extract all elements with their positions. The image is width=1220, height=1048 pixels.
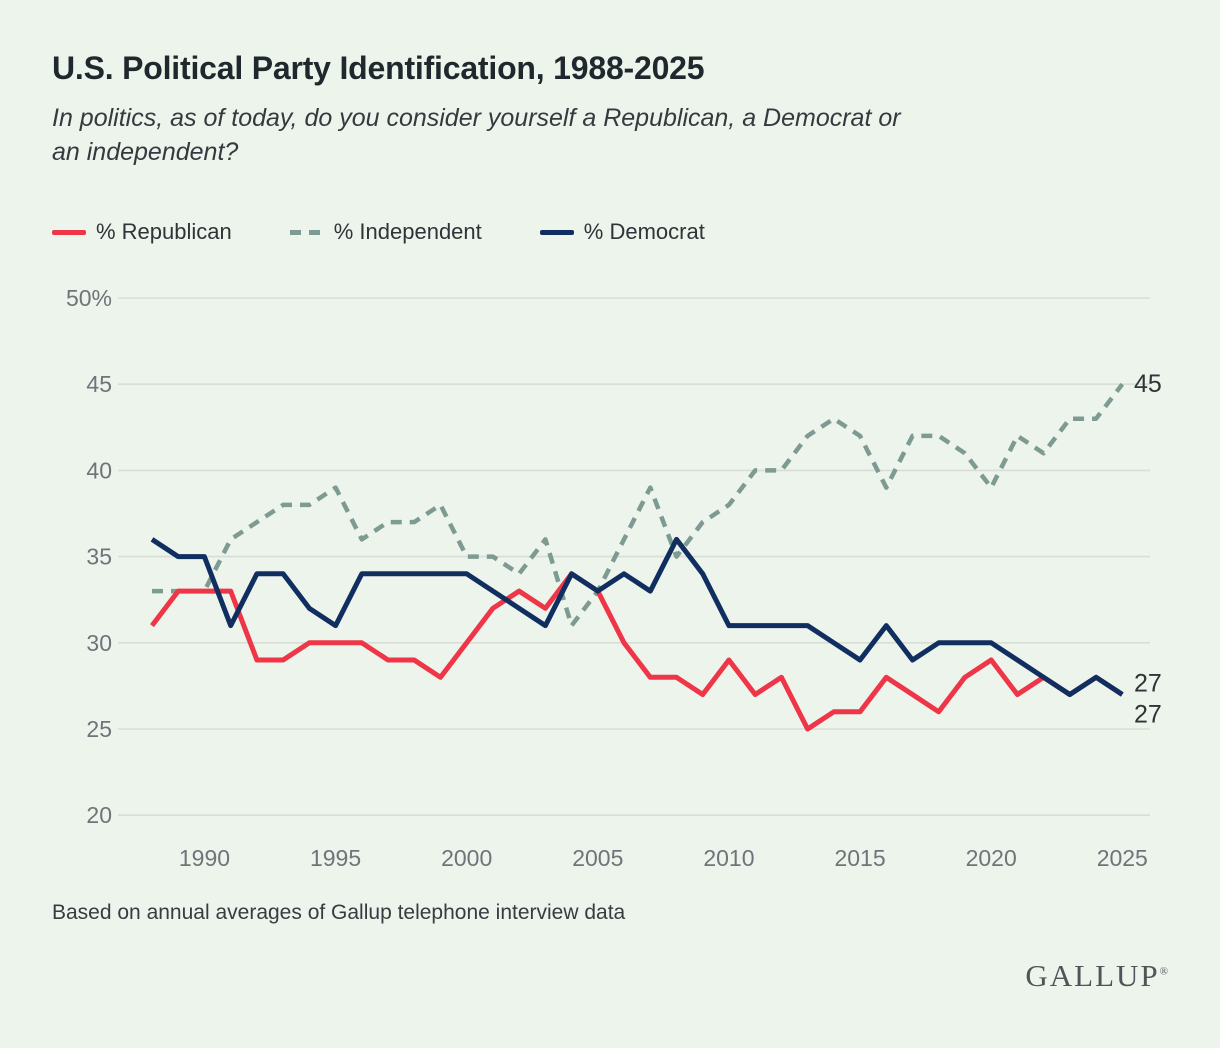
end-label-republican: 27 <box>1134 670 1162 698</box>
legend-label-republican: % Republican <box>96 219 232 244</box>
legend-item-independent: % Independent <box>289 219 482 245</box>
y-tick-label-30: 30 <box>86 630 112 656</box>
democrat-line <box>150 536 1124 697</box>
x-tick-label-2025: 2025 <box>1097 845 1148 871</box>
x-tick-label-2020: 2020 <box>966 845 1017 871</box>
legend-item-republican: % Republican <box>52 219 232 245</box>
democrat-line-swatch <box>539 229 574 235</box>
source-footnote: Based on annual averages of Gallup telep… <box>52 901 626 924</box>
republican-line-swatch <box>52 229 86 235</box>
y-tick-label-50: 50% <box>66 285 112 311</box>
x-tick-label-1995: 1995 <box>310 845 361 871</box>
republican-line <box>150 571 1124 732</box>
x-tick-label-2000: 2000 <box>441 845 492 871</box>
end-label-democrat: 27 <box>1134 701 1162 729</box>
legend-label-democrat: % Democrat <box>583 219 705 244</box>
legend-item-democrat: % Democrat <box>539 219 705 245</box>
end-label-independent: 45 <box>1134 370 1162 398</box>
legend-label-independent: % Independent <box>333 219 482 244</box>
page-title: U.S. Political Party Identification, 198… <box>52 50 705 86</box>
independent-line <box>152 382 1125 628</box>
x-tick-label-1990: 1990 <box>179 845 230 871</box>
y-tick-label-20: 20 <box>86 802 112 828</box>
y-tick-label-40: 40 <box>86 457 112 483</box>
y-tick-label-25: 25 <box>86 716 112 742</box>
y-tick-label-45: 45 <box>86 371 112 397</box>
gallup-logo: GALLUP® <box>1025 958 1168 993</box>
chart-legend: % Republican % Independent % Democrat <box>52 219 705 245</box>
y-tick-label-35: 35 <box>86 544 112 570</box>
x-tick-label-2005: 2005 <box>572 845 623 871</box>
x-tick-label-2010: 2010 <box>703 845 754 871</box>
independent-line-swatch <box>289 229 324 235</box>
x-tick-label-2015: 2015 <box>834 845 885 871</box>
chart-subtitle-question: In politics, as of today, do you conside… <box>52 104 901 166</box>
registered-trademark-icon: ® <box>1159 965 1168 978</box>
